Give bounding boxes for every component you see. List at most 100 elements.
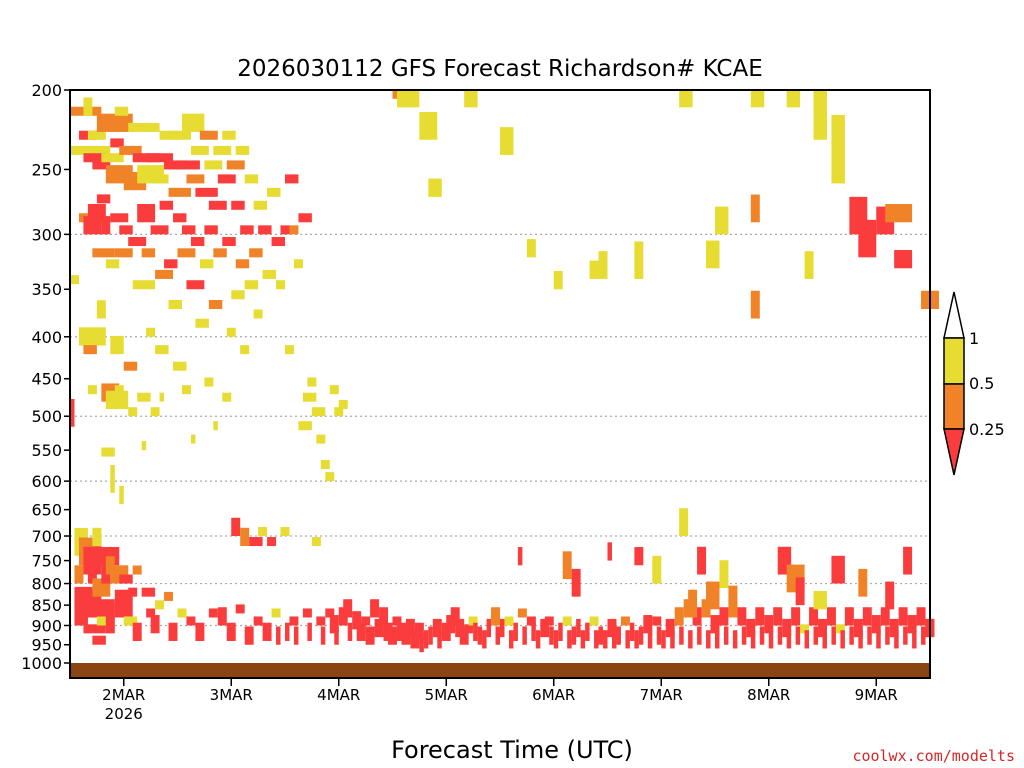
heatmap-cell [334,407,344,417]
heatmap-cell [87,555,97,584]
heatmap-cell [750,90,765,108]
heatmap-cell [101,153,124,163]
heatmap-cell [428,626,433,645]
heatmap-cell [217,607,227,626]
colorbar-label-0.5: 0.5 [969,374,994,393]
heatmap-cell [325,472,335,482]
heatmap-cell [383,622,393,641]
heatmap-cell [719,607,729,626]
heatmap-cell [643,615,653,634]
heatmap-cell [634,241,644,279]
heatmap-cell [706,581,720,610]
heatmap-cell [150,174,169,184]
heatmap-cell [791,607,801,626]
heatmap-cell [356,622,366,641]
heatmap-cell [293,626,299,645]
heatmap-cell [141,441,147,451]
heatmap-cell [826,607,836,626]
y-tick-label-300: 300 [31,225,62,244]
heatmap-cell [804,630,810,649]
heatmap-cell [464,624,474,634]
y-tick-label-850: 850 [31,596,62,615]
heatmap-cell [638,626,644,645]
heatmap-cell [186,616,196,626]
heatmap-cell [146,327,156,337]
heatmap-cell [244,174,259,184]
heatmap-cell [231,200,245,210]
heatmap-cell [244,626,254,645]
heatmap-cell [432,618,442,638]
heatmap-cell [222,237,236,247]
heatmap-cell [190,237,205,247]
heatmap-cell [96,300,106,319]
heatmap-cell [853,618,863,638]
heatmap-cell [903,546,913,575]
heatmap-cell [137,204,156,223]
heatmap-cell [876,630,881,649]
heatmap-cell [181,225,196,235]
heatmap-cell [795,626,801,645]
heatmap-cell [190,145,209,155]
heatmap-cell [217,174,236,184]
heatmap-cell [92,527,102,547]
heatmap-cell [249,248,263,258]
heatmap-cell [132,622,142,641]
heatmap-cell [141,122,160,132]
heatmap-cell [249,537,263,547]
heatmap-cell [101,604,115,614]
heatmap-cell [486,618,492,638]
heatmap-cell [647,630,653,649]
heatmap-cell [652,616,662,626]
heatmap-cell [119,225,133,235]
heatmap-cell [706,240,720,269]
heatmap-cell [894,630,899,649]
heatmap-cell [880,607,890,626]
heatmap-cell [540,618,550,638]
heatmap-cell [325,608,335,618]
heatmap-cell [889,618,899,638]
y-tick-label-600: 600 [31,472,62,491]
heatmap-cell [737,607,747,626]
heatmap-cell [813,90,827,140]
heatmap-cell [119,145,142,155]
heatmap-cell [809,607,819,626]
heatmap-cell [132,565,142,575]
heatmap-cell [759,626,765,645]
heatmap-cell [168,622,178,641]
heatmap-cell [155,269,174,279]
heatmap-cell [858,219,877,258]
heatmap-cell [285,622,290,641]
heatmap-cell [491,607,500,626]
heatmap-cell [83,624,106,634]
heatmap-cell [822,630,827,649]
heatmap-cell [517,608,527,618]
heatmap-cell [885,581,895,610]
heatmap-cell [177,608,187,618]
heatmap-cell [500,618,505,638]
heatmap-cell [464,90,478,108]
heatmap-cell [473,622,478,641]
heatmap-cell [267,537,277,547]
heatmap-cell [226,622,236,641]
heatmap-cell [137,392,151,402]
heatmap-cell [240,225,254,235]
heatmap-cell [285,174,299,184]
heatmap-cell [199,130,218,140]
heatmap-cell [222,130,236,140]
heatmap-cell [195,318,209,328]
heatmap-cell [437,630,442,649]
heatmap-cell [262,269,277,279]
heatmap-cell [208,608,218,618]
heatmap-cell [549,626,554,645]
x-tick-label-5MAR: 5MAR [425,686,468,704]
heatmap-cell [777,626,783,645]
heatmap-cell [150,225,169,235]
heatmap-cell [459,626,469,645]
heatmap-cell [885,626,890,645]
heatmap-cell [741,626,747,645]
heatmap-cell [831,555,845,584]
heatmap-cell [70,398,75,427]
heatmap-cell [334,626,339,645]
heatmap-cell [83,345,97,355]
y-tick-label-900: 900 [31,616,62,635]
